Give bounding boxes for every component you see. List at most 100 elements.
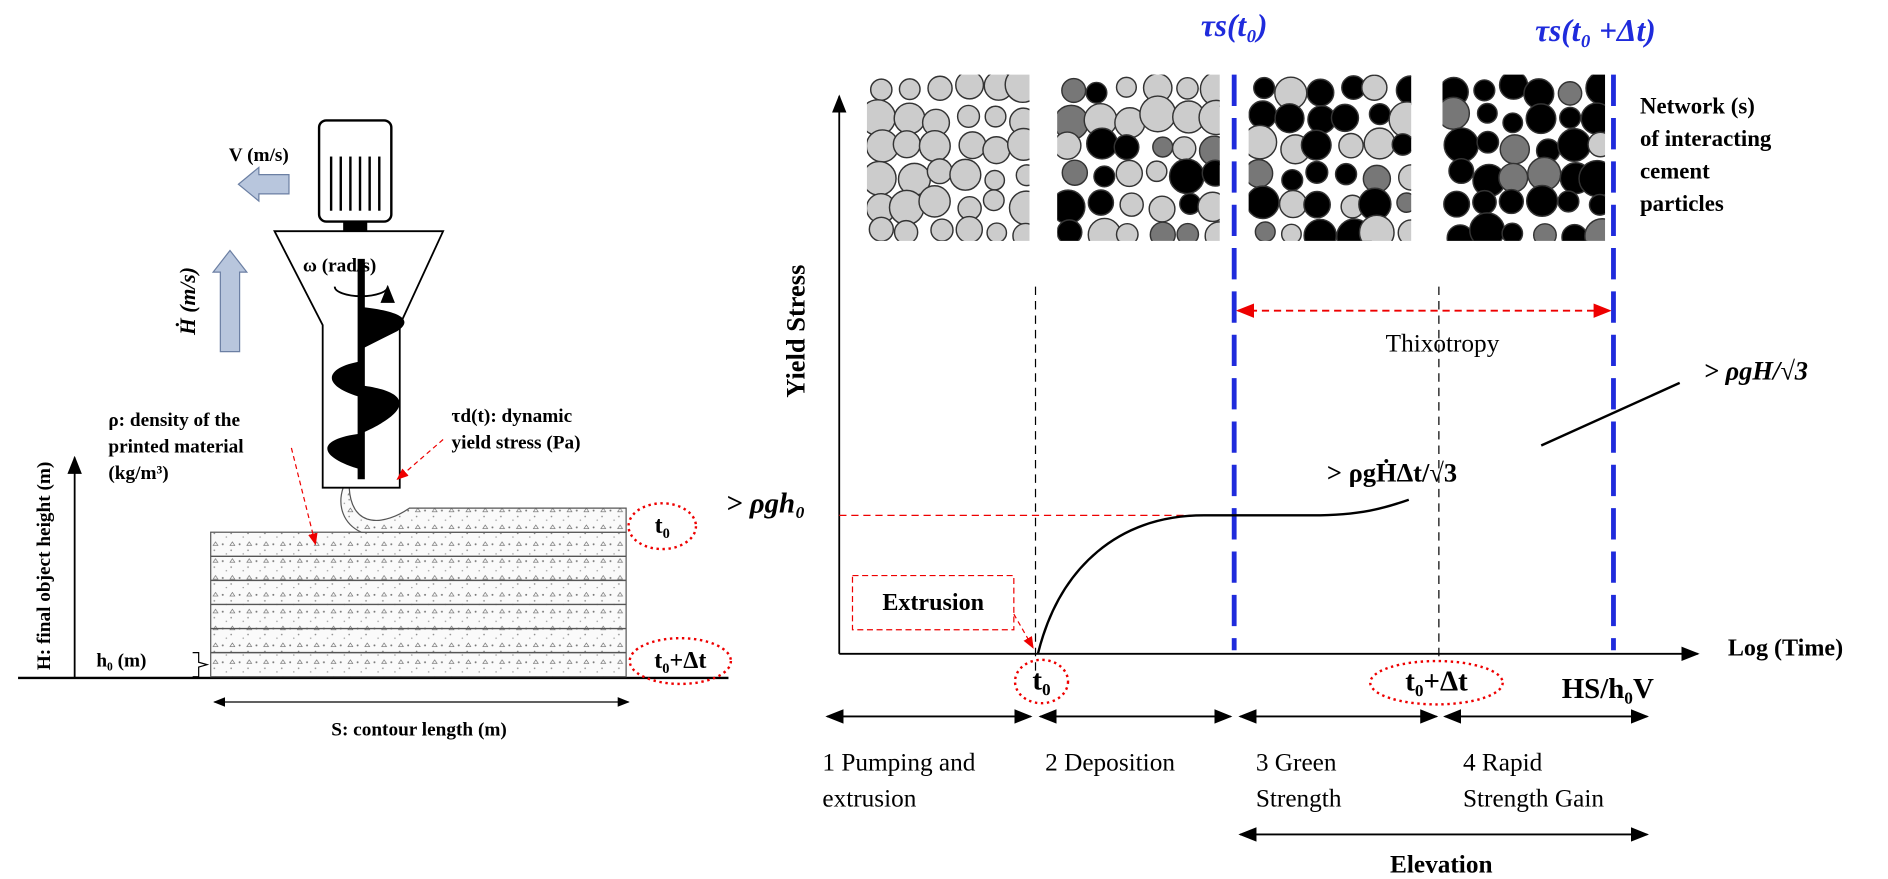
particle — [1152, 136, 1174, 158]
particle — [1395, 75, 1412, 106]
labels: V (m/s) Ḣ (m/s) ω (rad/s) ρ: density of the… — [34, 8, 1843, 879]
particle — [1305, 160, 1329, 184]
particle — [1274, 103, 1305, 134]
particle — [1248, 158, 1274, 189]
rho-g-h-label: > ρgH/√3 — [1704, 355, 1808, 385]
density-label: (kg/m³) — [108, 463, 168, 484]
particle — [1476, 130, 1500, 154]
particle — [1338, 132, 1364, 159]
particle — [1588, 193, 1606, 216]
particle — [1561, 223, 1588, 241]
particle — [1525, 103, 1557, 135]
first-layer-label: t₀ — [655, 513, 670, 539]
rho-g-h0-label: > ρgh₀ — [726, 487, 805, 519]
particle — [1281, 168, 1304, 192]
phase-label: extrusion — [822, 785, 916, 813]
particle — [1443, 190, 1471, 218]
particle — [1448, 157, 1475, 185]
particle — [1201, 159, 1220, 187]
particle — [1557, 190, 1580, 213]
tau-t0-label: τs(t₀) — [1201, 8, 1268, 43]
particle — [1363, 127, 1396, 160]
particle — [1012, 222, 1030, 241]
density-label: ρ: density of the — [108, 410, 240, 431]
particle — [1061, 159, 1089, 186]
particle — [1149, 221, 1176, 241]
particle — [918, 129, 951, 163]
particle — [1559, 106, 1582, 129]
y-axis-label: Yield Stress — [780, 265, 810, 398]
particle — [1498, 162, 1529, 193]
particle — [955, 74, 985, 100]
network-label: particles — [1640, 191, 1724, 216]
t0-label: t₀ — [1032, 664, 1050, 696]
particle — [868, 216, 895, 241]
network-label: of interacting — [1640, 126, 1772, 151]
particle — [927, 75, 953, 102]
particle — [1204, 221, 1220, 241]
particle — [1168, 158, 1205, 195]
particle — [1472, 189, 1497, 215]
particle — [926, 158, 953, 185]
particle — [1469, 212, 1506, 241]
particle — [1334, 162, 1358, 186]
particle — [1139, 95, 1177, 133]
end-time-label: HS/h₀V — [1562, 673, 1654, 705]
particle — [958, 131, 987, 160]
particle — [918, 185, 951, 218]
printer-drawing — [18, 119, 733, 707]
particle — [1087, 189, 1115, 216]
particle — [888, 189, 925, 226]
particle — [984, 105, 1007, 128]
particle — [866, 99, 897, 136]
particle — [1171, 136, 1197, 161]
extrusion-label: Extrusion — [882, 590, 984, 616]
particle — [1253, 76, 1276, 100]
particle — [1525, 184, 1559, 218]
particle — [1368, 103, 1391, 126]
particle — [898, 78, 921, 101]
particle — [1303, 218, 1337, 241]
particle — [949, 158, 982, 191]
particle — [956, 104, 981, 129]
particle — [1306, 78, 1335, 107]
particle — [1179, 192, 1202, 215]
phase-label: 2 Deposition — [1045, 748, 1175, 776]
particle — [1476, 102, 1498, 124]
elevation-label: Elevation — [1390, 851, 1492, 879]
dynamic-stress-label: yield stress (Pa) — [452, 433, 581, 454]
particle — [893, 102, 926, 135]
particle — [1008, 190, 1030, 226]
phase-label: 4 Rapid — [1463, 748, 1543, 776]
particle — [1587, 131, 1606, 158]
particle — [1248, 185, 1280, 220]
particle — [1119, 192, 1144, 217]
particle — [1303, 190, 1331, 219]
particle — [1580, 102, 1606, 135]
rise-rate-label: Ḣ (m/s) — [176, 267, 200, 336]
particle — [1330, 103, 1360, 133]
particle — [893, 219, 919, 241]
particle — [1057, 219, 1083, 241]
particle — [1057, 189, 1086, 225]
particle — [1443, 127, 1480, 163]
particle — [1396, 192, 1412, 213]
particle — [1113, 134, 1140, 161]
particle — [982, 189, 1005, 212]
density-label: printed material — [108, 436, 244, 457]
particle — [1584, 218, 1606, 241]
particle — [1499, 134, 1531, 165]
particle — [1280, 223, 1302, 241]
phase-label: Strength Gain — [1463, 785, 1604, 813]
particle — [1361, 74, 1388, 101]
particle-images — [866, 74, 1606, 241]
velocity-label: V (m/s) — [229, 145, 289, 166]
phase-label: 3 Green — [1256, 748, 1337, 776]
particle — [982, 136, 1011, 165]
network-label: Network (s) — [1640, 94, 1755, 119]
particle — [1254, 221, 1276, 241]
particle — [1248, 124, 1278, 160]
tau-t0-dt-label: τs(t₀ +Δt) — [1535, 13, 1656, 48]
particle — [1115, 76, 1138, 98]
